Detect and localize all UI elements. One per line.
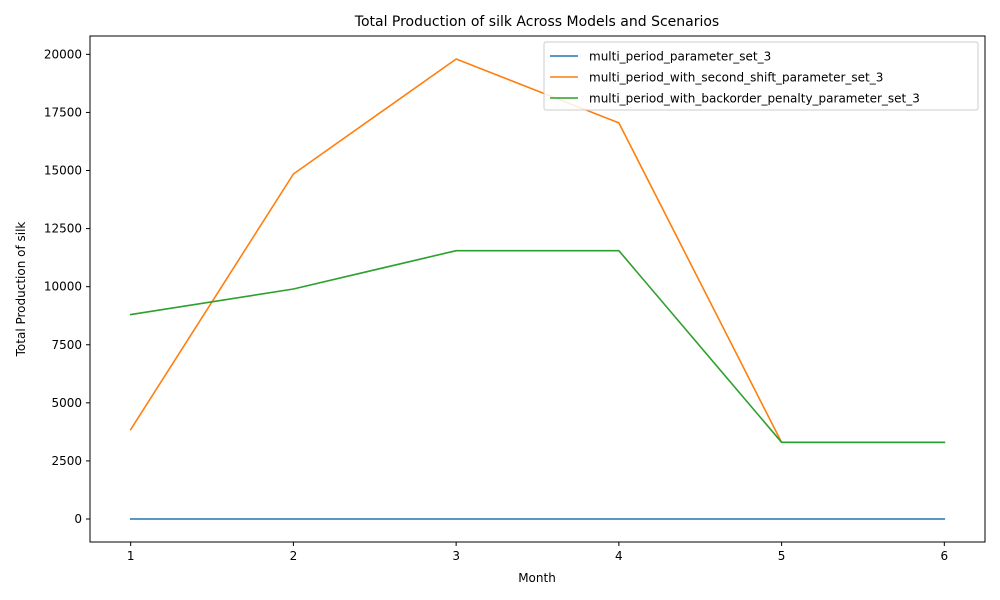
y-tick-label: 0 <box>74 512 82 526</box>
series-line-3 <box>129 249 946 444</box>
y-axis: 0 2500 5000 7500 10000 12500 15000 17500 20000 <box>44 47 90 526</box>
x-tick-label: 5 <box>778 549 786 563</box>
plot-frame <box>89 35 986 543</box>
x-axis: 1 2 3 4 5 6 <box>127 542 948 563</box>
x-tick-label: 2 <box>290 549 298 563</box>
series-layer <box>129 58 946 520</box>
legend-label: multi_period_with_backorder_penalty_para… <box>589 92 920 106</box>
legend-label: multi_period_parameter_set_3 <box>589 50 771 64</box>
y-tick-label: 15000 <box>44 164 82 178</box>
x-tick-label: 1 <box>127 549 135 563</box>
y-tick-label: 2500 <box>51 454 82 468</box>
legend-label: multi_period_with_second_shift_parameter… <box>589 71 883 85</box>
y-tick-label: 5000 <box>51 396 82 410</box>
y-tick-label: 10000 <box>44 280 82 294</box>
x-tick-label: 4 <box>615 549 623 563</box>
legend-box <box>543 41 979 111</box>
x-axis-label: Month <box>518 571 556 585</box>
y-tick-label: 17500 <box>44 105 82 119</box>
y-tick-label: 7500 <box>51 338 82 352</box>
chart-title: Total Production of silk Across Models a… <box>354 14 719 30</box>
y-tick-label: 12500 <box>44 222 82 236</box>
x-tick-label: 3 <box>452 549 460 563</box>
y-axis-label: Total Production of silk <box>14 222 28 358</box>
legend: multi_period_parameter_set_3 multi_period… <box>543 41 979 111</box>
y-tick-label: 20000 <box>44 47 82 61</box>
x-tick-label: 6 <box>940 549 948 563</box>
